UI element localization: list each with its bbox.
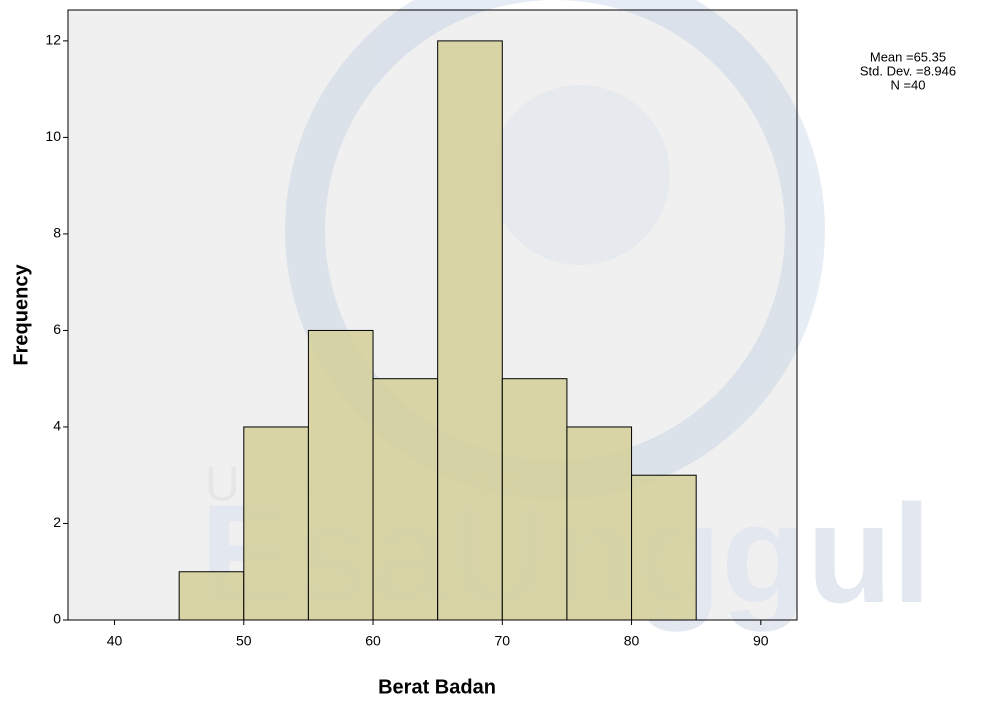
bar	[437, 40, 503, 621]
x-axis-label: Berat Badan	[378, 676, 496, 698]
bar	[501, 378, 568, 621]
annotation: N =40	[890, 77, 925, 92]
x-tick-label: 80	[624, 633, 640, 649]
bar	[243, 426, 309, 621]
x-tick-label: 60	[365, 633, 381, 649]
y-tick-label: 2	[53, 514, 61, 530]
bar	[307, 329, 374, 621]
bar	[178, 571, 245, 621]
x-tick-label: 70	[495, 633, 511, 649]
y-tick-label: 6	[53, 321, 61, 337]
annotation: Mean =65.35	[870, 49, 946, 64]
annotation: Std. Dev. =8.946	[860, 63, 956, 78]
x-tick-label: 40	[107, 633, 123, 649]
bar	[631, 474, 697, 621]
plot-frame	[67, 9, 798, 621]
y-tick-label: 4	[53, 418, 61, 434]
x-tick-label: 90	[753, 633, 769, 649]
bar	[566, 426, 633, 621]
axes: 0 2 4 6 8 10 12 40 50 60 70 80 90	[45, 32, 768, 649]
y-tick-label: 8	[53, 225, 61, 241]
y-tick-label: 10	[45, 128, 61, 144]
bar	[372, 378, 439, 621]
y-tick-label: 0	[53, 611, 61, 627]
y-axis-label: Frequency	[10, 264, 32, 366]
y-tick-label: 12	[45, 32, 61, 48]
x-tick-label: 50	[236, 633, 252, 649]
bars	[178, 40, 697, 621]
